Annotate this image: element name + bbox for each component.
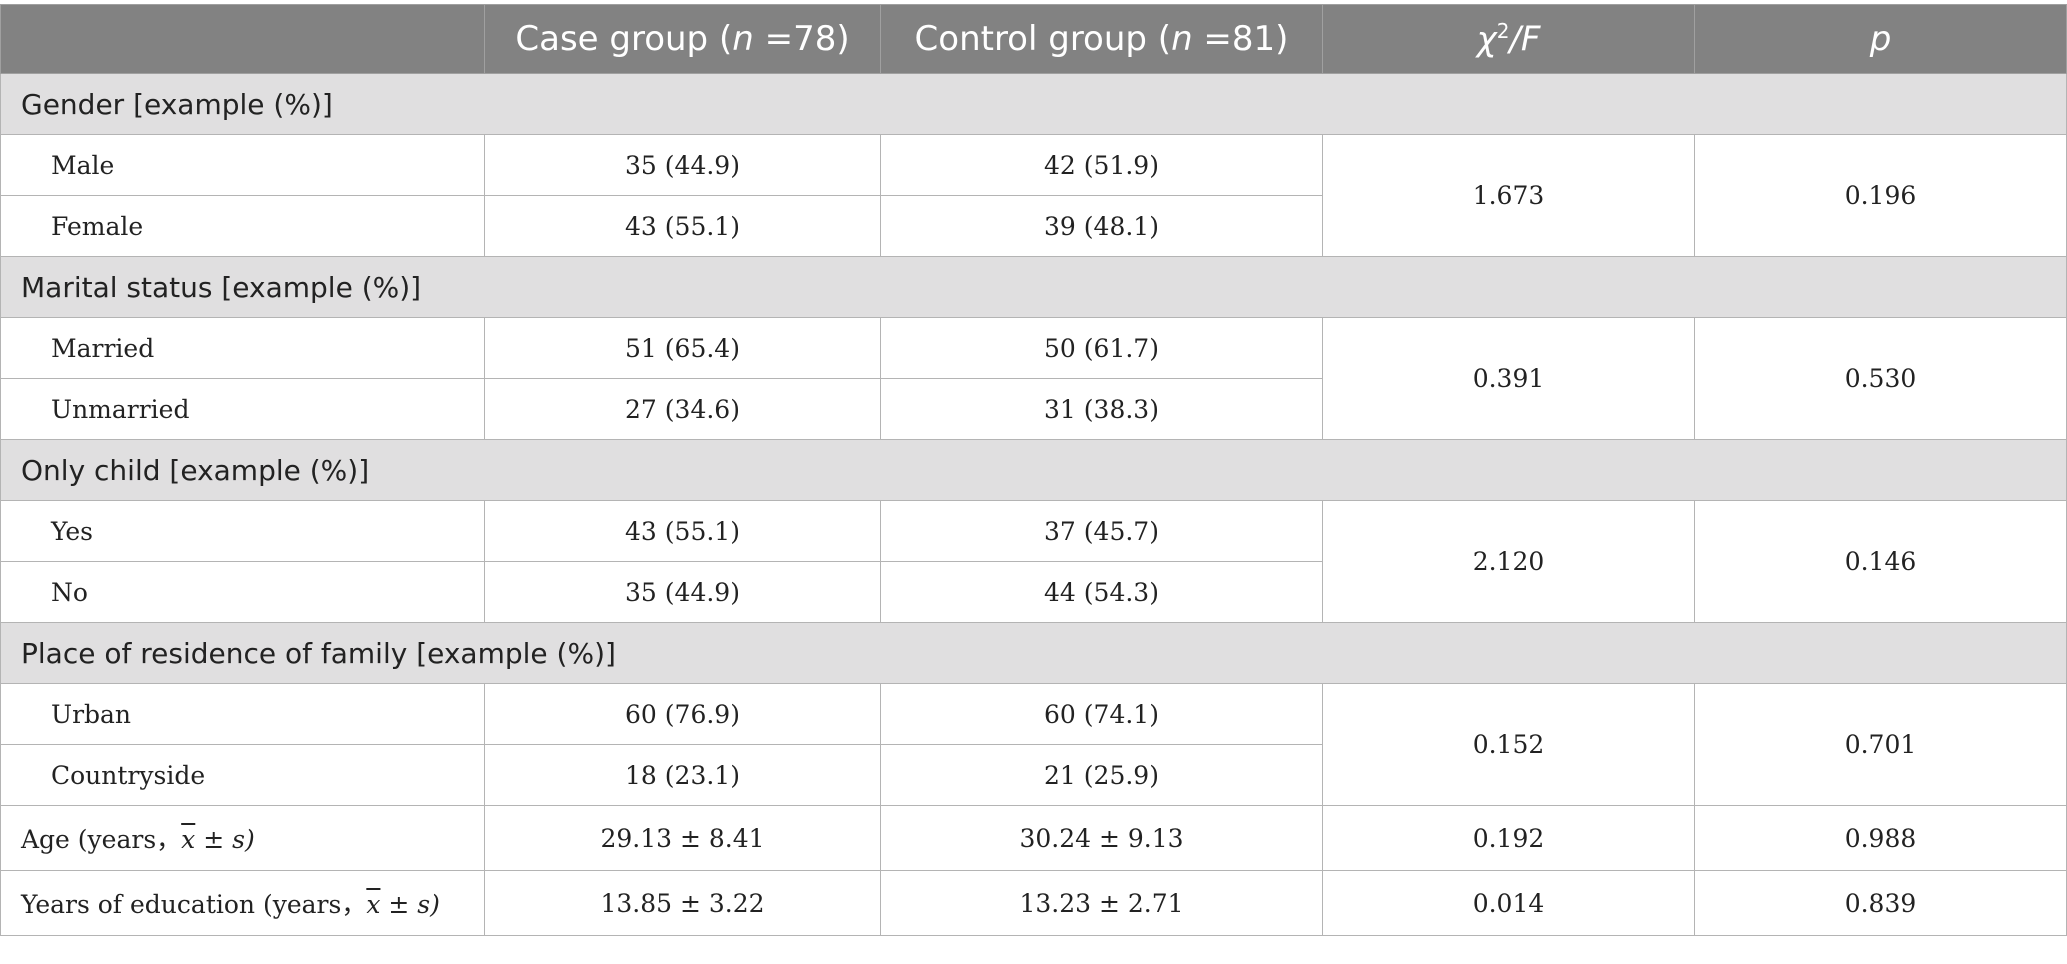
section-row: Marital status [example (%)] [0,256,2067,318]
p-value: 0.146 [1694,500,2067,623]
row-label: Yes [0,500,485,562]
p-value: 0.196 [1694,134,2067,257]
section-title: Place of residence of family [example (%… [0,622,2067,684]
header-chi-f: χ2/F [1322,4,1695,74]
header-blank [0,4,485,74]
section-row: Gender [example (%)] [0,73,2067,135]
demographics-table: Case group (n =78) Control group (n =81)… [0,4,2067,936]
row-label: Female [0,195,485,257]
case-value: 51 (65.4) [484,317,881,379]
control-value: 42 (51.9) [880,134,1323,196]
section-title: Only child [example (%)] [0,439,2067,501]
row-label: Married [0,317,485,379]
case-value: 35 (44.9) [484,134,881,196]
section-row: Only child [example (%)] [0,439,2067,501]
row-label: No [0,561,485,623]
table-row: Female 43 (55.1) 39 (48.1) [0,195,2067,257]
p-value: 0.988 [1694,805,2067,871]
section-row: Place of residence of family [example (%… [0,622,2067,684]
row-label: Urban [0,683,485,745]
control-value: 39 (48.1) [880,195,1323,257]
table-row: Years of education (years，x ± s) 13.85 ±… [0,870,2067,936]
table-row: Countryside 18 (23.1) 21 (25.9) [0,744,2067,806]
control-value: 50 (61.7) [880,317,1323,379]
control-value: 37 (45.7) [880,500,1323,562]
p-value: 0.701 [1694,683,2067,806]
header-row: Case group (n =78) Control group (n =81)… [0,4,2067,74]
header-p: p [1694,4,2067,74]
row-label: Unmarried [0,378,485,440]
row-label: Age (years，x ± s) [0,805,485,871]
control-value: 60 (74.1) [880,683,1323,745]
header-case-group: Case group (n =78) [484,4,881,74]
case-value: 43 (55.1) [484,195,881,257]
table-row: Urban 60 (76.9) 60 (74.1) 0.152 0.701 [0,683,2067,806]
row-label: Countryside [0,744,485,806]
row-label: Male [0,134,485,196]
stat-value: 2.120 [1322,500,1695,623]
section-title: Gender [example (%)] [0,73,2067,135]
control-value: 21 (25.9) [880,744,1323,806]
stat-value: 0.152 [1322,683,1695,806]
p-value: 0.839 [1694,870,2067,936]
stat-value: 1.673 [1322,134,1695,257]
control-value: 44 (54.3) [880,561,1323,623]
case-value: 35 (44.9) [484,561,881,623]
case-value: 29.13 ± 8.41 [484,805,881,871]
case-value: 43 (55.1) [484,500,881,562]
control-value: 13.23 ± 2.71 [880,870,1323,936]
header-control-group: Control group (n =81) [880,4,1323,74]
table-row: Yes 43 (55.1) 37 (45.7) 2.120 0.146 [0,500,2067,623]
control-value: 31 (38.3) [880,378,1323,440]
stat-value: 0.014 [1322,870,1695,936]
row-label: Years of education (years，x ± s) [0,870,485,936]
case-value: 13.85 ± 3.22 [484,870,881,936]
control-value: 30.24 ± 9.13 [880,805,1323,871]
table-row: Married 51 (65.4) 50 (61.7) 0.391 0.530 [0,317,2067,440]
case-value: 18 (23.1) [484,744,881,806]
stat-value: 0.391 [1322,317,1695,440]
table-row: Male 35 (44.9) 42 (51.9) 1.673 0.196 [0,134,2067,257]
p-value: 0.530 [1694,317,2067,440]
table-row: Age (years，x ± s) 29.13 ± 8.41 30.24 ± 9… [0,805,2067,871]
case-value: 60 (76.9) [484,683,881,745]
section-title: Marital status [example (%)] [0,256,2067,318]
case-value: 27 (34.6) [484,378,881,440]
stat-value: 0.192 [1322,805,1695,871]
